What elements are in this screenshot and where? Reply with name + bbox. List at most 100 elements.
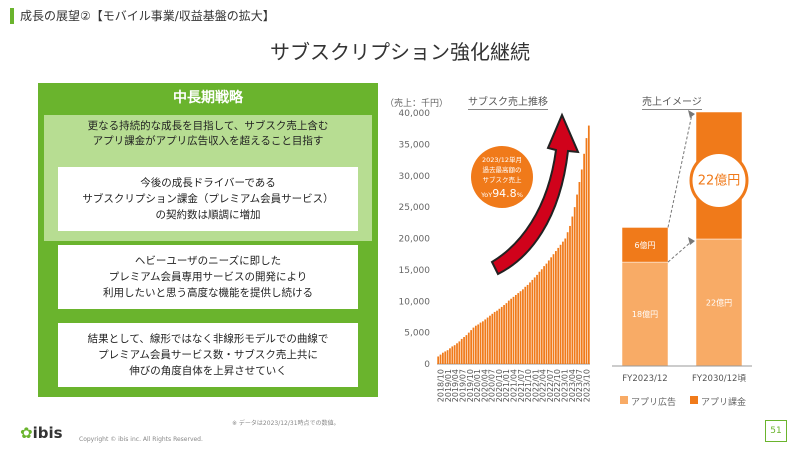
x-tick-label: 2023/01 [561, 369, 570, 402]
sales-bar [507, 300, 510, 364]
segment-label: 18億円 [632, 309, 658, 319]
sales-bar [557, 247, 560, 364]
sales-bar [514, 294, 517, 364]
sales-bar [486, 317, 489, 364]
sales-bar [484, 319, 487, 364]
sales-bar [580, 169, 583, 364]
legend-label-ad: アプリ広告 [631, 398, 677, 408]
sales-bar [474, 325, 477, 364]
sales-bar [559, 244, 562, 364]
sales-bar [493, 311, 496, 364]
category-label: FY2023/12 [622, 374, 667, 384]
header-accent-bar [10, 8, 14, 24]
card-text: 今後の成長ドライバーである サブスクリプション課金（プレミアム会員サービス） の… [82, 177, 334, 221]
data-note: ※ データは2023/12/31時点での数値。 [232, 420, 340, 427]
x-tick-label: 2023/10 [582, 369, 591, 402]
stack-segment [621, 261, 669, 367]
x-tick-label: 2021/04 [510, 369, 519, 402]
sales-bar [451, 346, 454, 364]
sales-bar [576, 194, 578, 364]
billing-badge [689, 151, 749, 210]
callout-text: サブスク売上 [483, 175, 523, 184]
strategy-panel: 中長期戦略 更なる持続的な成長を目指して、サブスク売上含む アプリ課金がアプリ広… [38, 83, 378, 397]
sales-bar [458, 341, 461, 364]
sales-bar [538, 271, 541, 364]
sales-bar [569, 225, 571, 364]
x-tick-label: 2019/10 [466, 369, 475, 402]
callout-text: 2023/12単月 [482, 155, 522, 164]
y-tick-label: 40,000 [399, 109, 431, 119]
sales-bar [444, 351, 447, 364]
strategy-heading: 中長期戦略 [173, 90, 243, 106]
dash-arrowhead [688, 110, 695, 118]
growth-arrow [490, 112, 580, 276]
x-tick-label: 2022/07 [546, 369, 555, 402]
y-tick-label: 5,000 [404, 329, 430, 339]
stack-segment [621, 227, 669, 263]
sales-bar [453, 345, 456, 364]
sales-bar [573, 207, 576, 364]
segment-label: 6億円 [634, 240, 655, 250]
sales-bar [571, 216, 574, 364]
sales-bar [465, 335, 468, 364]
sales-bar [550, 257, 553, 364]
sales-bar [543, 266, 545, 364]
sales-bar [529, 282, 531, 364]
sales-bar [562, 241, 564, 364]
legend-swatch-billing [690, 396, 698, 404]
strategy-lead-text: 更なる持続的な成長を目指して、サブスク売上含む アプリ課金がアプリ広告収入を超え… [87, 120, 329, 147]
sales-bar [545, 263, 548, 364]
sales-bar [540, 269, 543, 364]
page-number: 51 [765, 420, 787, 442]
x-tick-label: 2023/07 [575, 369, 584, 402]
sales-bar [517, 293, 520, 364]
x-tick-label: 2022/10 [553, 369, 562, 402]
y-tick-label: 20,000 [399, 235, 431, 245]
sales-bar [536, 274, 538, 364]
sales-bar [583, 153, 585, 364]
y-tick-label: 0 [424, 360, 430, 370]
sales-bar [489, 315, 491, 364]
x-tick-label: 2020/10 [495, 369, 504, 402]
sales-bar [578, 182, 581, 364]
copyright: Copyright © ibis inc. All Rights Reserve… [79, 436, 203, 443]
x-tick-label: 2020/07 [488, 369, 497, 402]
sales-bar [498, 308, 501, 364]
legend-swatch-ad [620, 396, 628, 404]
x-tick-label: 2023/04 [568, 369, 577, 402]
card-text: ヘビーユーザのニーズに即した プレミアム会員専用サービスの開発により 利用したい… [103, 255, 313, 299]
sales-bar [547, 260, 550, 364]
x-tick-label: 2021/10 [524, 369, 533, 402]
sales-bar [437, 356, 440, 364]
sales-bar [477, 324, 480, 364]
sales-bar [439, 354, 442, 364]
x-tick-label: 2020/04 [480, 369, 489, 402]
y-tick-label: 35,000 [399, 140, 431, 150]
growth-dash-ad [667, 240, 693, 263]
dash-arrowhead [688, 237, 695, 245]
page-title: サブスクリプション強化継続 [270, 40, 530, 64]
sales-bar [467, 332, 470, 364]
sales-bar [472, 327, 475, 364]
growth-dash-billing [667, 113, 693, 228]
x-tick-label: 2022/01 [531, 369, 540, 402]
x-tick-label: 2019/07 [459, 369, 468, 402]
x-tick-label: 2018/10 [437, 369, 446, 402]
x-tick-label: 2019/01 [444, 369, 453, 402]
sales-bar [526, 284, 529, 364]
sales-bar [505, 303, 508, 364]
sales-bar [442, 352, 444, 364]
y-unit-label: （売上：千円） [385, 99, 449, 109]
y-tick-label: 10,000 [399, 297, 431, 307]
sales-bar [482, 321, 484, 364]
sales-bar [524, 286, 527, 364]
sales-bar [564, 238, 567, 364]
sales-bar [531, 279, 534, 364]
sales-bar [449, 348, 451, 364]
legend-label-billing: アプリ課金 [701, 398, 747, 408]
sales-bar [460, 338, 463, 364]
x-tick-label: 2020/01 [473, 369, 482, 402]
strategy-card-2: ヘビーユーザのニーズに即した プレミアム会員専用サービスの開発により 利用したい… [58, 245, 358, 309]
sales-bar [522, 289, 524, 364]
